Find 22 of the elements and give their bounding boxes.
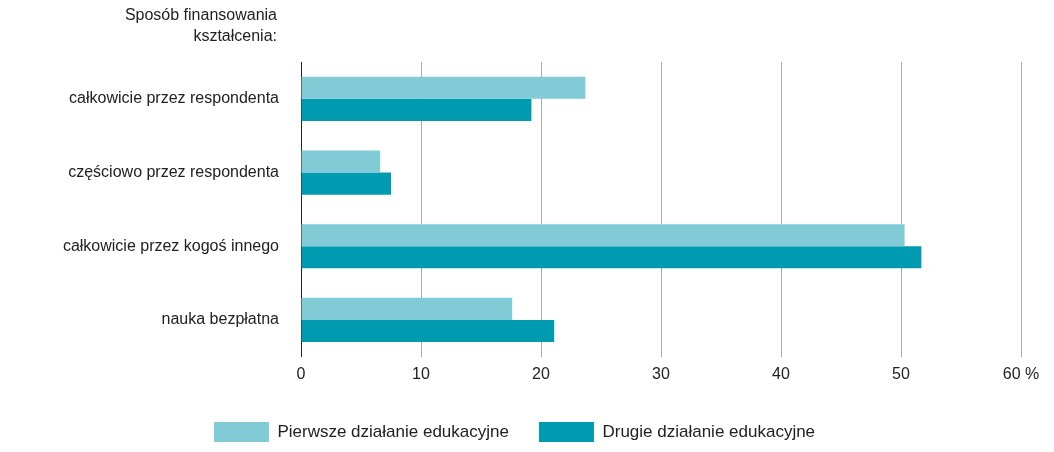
y-axis-title: Sposób finansowania kształcenia:	[124, 6, 278, 45]
x-tick-label: 60 %	[1002, 364, 1040, 382]
y-tick-label: nauka bezpłatna	[161, 310, 280, 328]
bar	[301, 246, 922, 269]
bar	[301, 224, 905, 247]
x-tick-label: 30	[652, 364, 670, 382]
x-tick-label: 40	[772, 364, 790, 382]
x-tick-label: 50	[892, 364, 910, 382]
bar	[301, 98, 532, 121]
x-tick-label: 0	[296, 364, 306, 382]
bar	[301, 172, 391, 195]
bar	[301, 76, 586, 99]
y-tick-label: całkowicie przez kogoś innego	[62, 236, 280, 254]
bar	[301, 297, 513, 320]
bar	[301, 319, 555, 343]
bar	[301, 150, 381, 173]
legend-label: Pierwsze działanie edukacyjne	[277, 421, 509, 441]
y-tick-label: częściowo przez respondenta	[68, 162, 280, 180]
legend-label: Drugie działanie edukacyjne	[602, 421, 816, 441]
x-tick-label: 20	[532, 364, 550, 382]
x-tick-label: 10	[412, 364, 430, 382]
y-tick-label: całkowicie przez respondenta	[69, 89, 280, 107]
